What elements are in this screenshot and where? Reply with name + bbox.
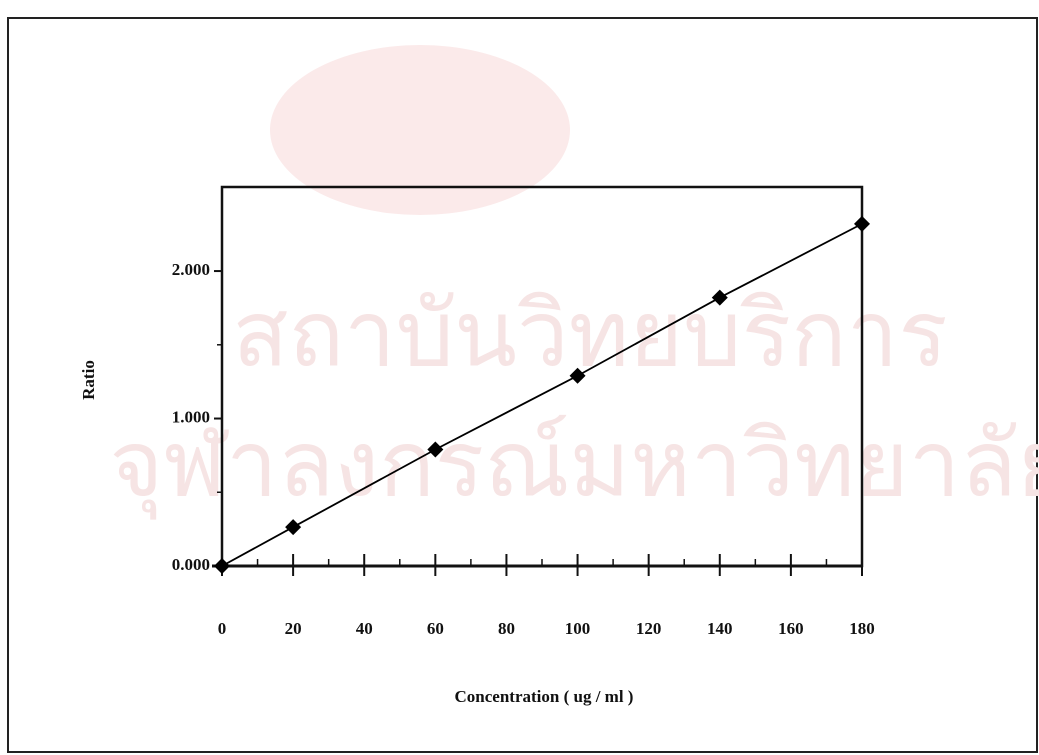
y-axis-label: Ratio xyxy=(79,360,98,400)
y-tick-label: 0.000 xyxy=(172,555,210,574)
x-tick-label: 0 xyxy=(218,619,227,638)
x-tick-label: 40 xyxy=(356,619,373,638)
data-point xyxy=(569,367,586,384)
x-tick-label: 100 xyxy=(565,619,591,638)
watermark-emblem xyxy=(270,45,570,215)
watermark-text: สถาบันวิทยบริการ xyxy=(232,280,948,387)
data-point xyxy=(711,289,728,306)
y-tick-label: 2.000 xyxy=(172,260,210,279)
data-point xyxy=(285,519,302,536)
x-axis-label: Concentration ( ug / ml ) xyxy=(455,687,634,706)
x-tick-label: 160 xyxy=(778,619,804,638)
x-tick-label: 180 xyxy=(849,619,875,638)
data-point xyxy=(427,441,444,458)
outer-frame xyxy=(7,17,1038,753)
x-tick-label: 60 xyxy=(427,619,444,638)
watermark-text: จุฬาลงกรณ์มหาวิทยาลัย xyxy=(109,410,1039,520)
x-tick-label: 120 xyxy=(636,619,662,638)
x-tick-label: 20 xyxy=(285,619,302,638)
series-line xyxy=(221,223,863,567)
y-tick-label: 1.000 xyxy=(172,407,210,426)
data-point xyxy=(214,558,230,574)
x-tick-label: 140 xyxy=(707,619,733,638)
data-point xyxy=(854,215,870,232)
x-tick-label: 80 xyxy=(498,619,515,638)
